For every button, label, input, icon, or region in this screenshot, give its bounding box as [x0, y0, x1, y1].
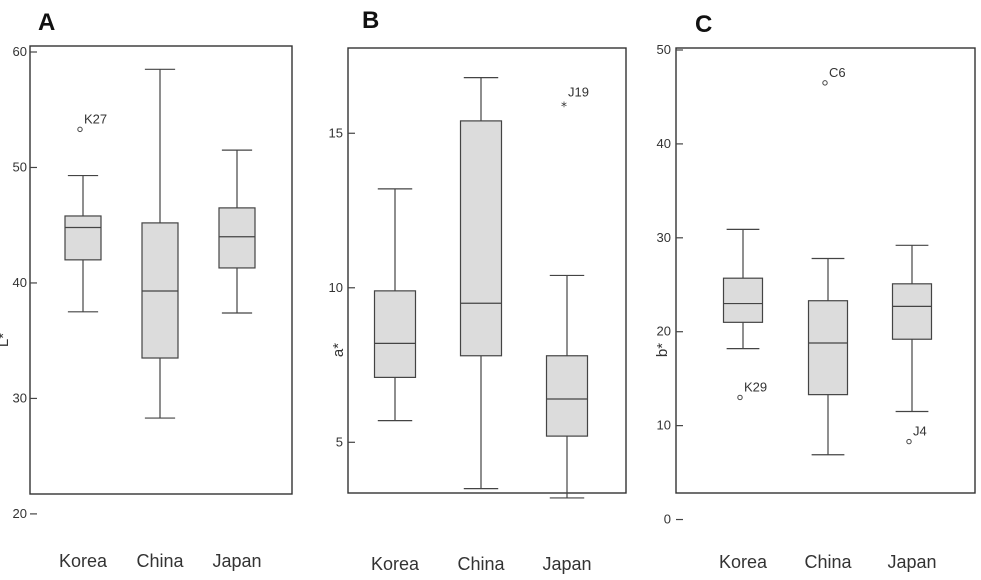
y-tick-label: 40	[657, 136, 671, 151]
category-label: Korea	[719, 552, 768, 572]
y-tick-label: 10	[657, 418, 671, 433]
iqr-box	[64, 215, 102, 261]
y-tick-label: 20	[657, 324, 671, 339]
outlier-circle-marker	[737, 394, 743, 401]
y-axis-label: a*	[330, 343, 347, 357]
iqr-box	[373, 290, 417, 378]
box-china	[807, 257, 849, 456]
box-korea	[373, 188, 417, 422]
iqr-box	[545, 355, 589, 437]
y-tick-label: 20	[13, 506, 27, 521]
panel-c: C 0 10 20 30 40 50 b* Korea China Japan K29 C6 J4	[654, 11, 976, 572]
category-label: Japan	[542, 554, 591, 574]
outlier-c6: C6	[822, 65, 846, 86]
panel-label: C	[695, 11, 712, 38]
box-china	[459, 77, 503, 490]
category-label: Japan	[887, 552, 936, 572]
y-axis-label: L*	[0, 333, 12, 347]
category-label: China	[457, 554, 505, 574]
iqr-box	[218, 207, 256, 269]
outlier-label: K29	[744, 379, 767, 394]
y-tick-label: 40	[13, 275, 27, 290]
y-tick-label: 15	[329, 125, 343, 140]
outlier-k27: K27	[77, 111, 107, 133]
outlier-circle-marker	[77, 126, 83, 133]
category-label: China	[136, 551, 184, 571]
box-china	[141, 68, 179, 419]
outlier-circle-marker	[822, 80, 828, 86]
category-label: Korea	[59, 551, 108, 571]
y-axis-label: b*	[654, 343, 671, 357]
category-label: Japan	[212, 551, 261, 571]
outlier-label: J4	[913, 424, 927, 439]
outlier-j19: *J19	[561, 84, 589, 113]
y-tick-label: 10	[329, 280, 343, 295]
iqr-box	[807, 300, 849, 396]
category-label: Korea	[371, 554, 420, 574]
iqr-box	[891, 283, 933, 340]
outlier-label: J19	[568, 84, 589, 99]
plot-frame	[675, 47, 976, 494]
outlier-label: C6	[829, 65, 846, 80]
y-tick-label: 30	[657, 230, 671, 245]
category-label: China	[804, 552, 852, 572]
box-korea	[722, 228, 764, 350]
box-japan	[891, 244, 933, 413]
y-tick-label: 0	[664, 512, 671, 527]
y-tick-label: 30	[13, 390, 27, 405]
outlier-star-marker: *	[561, 99, 567, 113]
outlier-circle-marker	[906, 438, 912, 445]
y-tick-label: 60	[13, 44, 27, 59]
panel-label: A	[38, 9, 55, 36]
y-tick-label: 50	[657, 42, 671, 57]
panel-label: B	[362, 7, 379, 34]
iqr-box	[459, 120, 503, 357]
outlier-j4: J4	[906, 424, 927, 445]
box-japan	[545, 274, 589, 499]
y-tick-label: 5	[336, 434, 343, 449]
outlier-k29: K29	[737, 379, 767, 401]
box-japan	[218, 149, 256, 314]
y-tick-label: 50	[13, 159, 27, 174]
iqr-box	[722, 277, 764, 323]
panel-b: B 5 10 15 a* Korea China Japan *J19	[329, 7, 627, 574]
outlier-label: K27	[84, 111, 107, 126]
box-korea	[64, 174, 102, 313]
panel-a: A 20 30 40 50 60 L* Korea China Japan K27	[0, 9, 293, 571]
